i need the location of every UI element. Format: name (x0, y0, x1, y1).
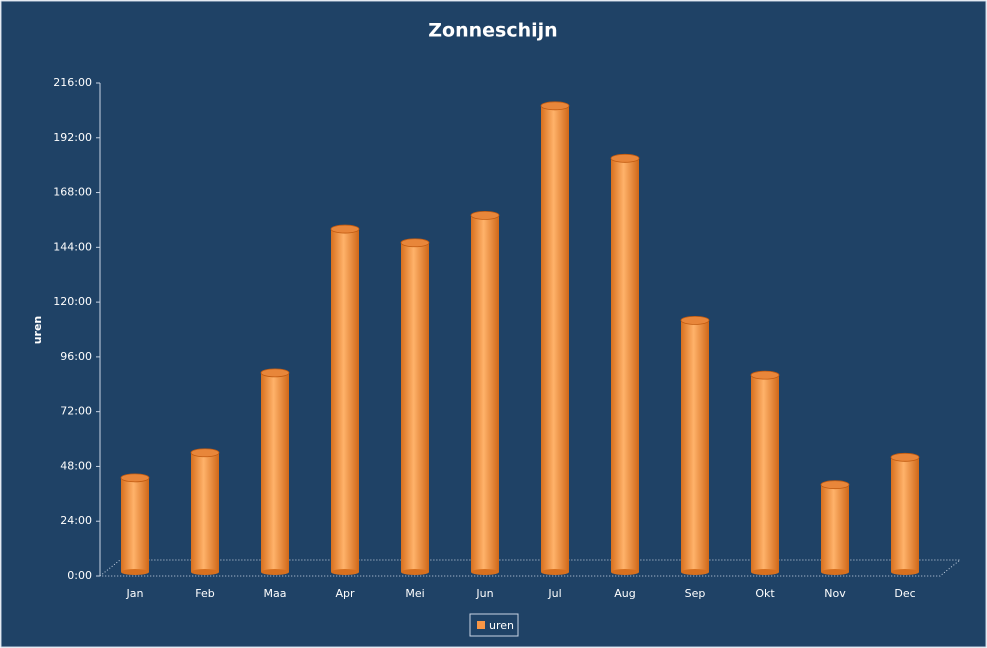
x-tick-label: Okt (755, 587, 775, 600)
bar (541, 105, 569, 573)
bar-cap (610, 153, 640, 163)
y-tick-label: 72:00 (60, 405, 92, 418)
bar (751, 375, 779, 572)
bar (121, 477, 149, 572)
bar-base (121, 569, 149, 575)
bar-cap (260, 368, 290, 378)
x-tick-label: Jan (126, 587, 144, 600)
x-tick-label: Jul (547, 587, 561, 600)
bar-base (331, 569, 359, 575)
bar-base (821, 569, 849, 575)
y-tick-label: 120:00 (53, 295, 92, 308)
bar (611, 158, 639, 572)
x-tick-label: Apr (335, 587, 355, 600)
bar (891, 457, 919, 572)
legend-label: uren (489, 619, 514, 632)
bar-cap (680, 315, 710, 325)
legend-swatch (477, 621, 485, 629)
y-axis-title: uren (31, 316, 44, 345)
bar-base (261, 569, 289, 575)
legend (469, 613, 519, 637)
bar (261, 372, 289, 572)
y-tick-label: 144:00 (53, 240, 92, 253)
y-tick-label: 0:00 (67, 569, 92, 582)
bar-base (681, 569, 709, 575)
bar-cap (120, 473, 150, 483)
y-tick-label: 168:00 (53, 186, 92, 199)
bar-cap (750, 370, 780, 380)
bar-base (401, 569, 429, 575)
x-tick-label: Sep (685, 587, 706, 600)
bar-base (611, 569, 639, 575)
x-tick-label: Aug (614, 587, 635, 600)
x-tick-label: Dec (894, 587, 915, 600)
bar-base (891, 569, 919, 575)
bar-base (471, 569, 499, 575)
bar-cap (820, 480, 850, 490)
y-tick-label: 24:00 (60, 514, 92, 527)
bar-cap (470, 210, 500, 220)
bar-cap (400, 238, 430, 248)
y-tick-label: 192:00 (53, 131, 92, 144)
x-tick-label: Nov (824, 587, 846, 600)
bar (821, 484, 849, 572)
bar-base (191, 569, 219, 575)
x-tick-label: Feb (195, 587, 214, 600)
legend-box (469, 613, 519, 637)
x-tick-label: Maa (264, 587, 287, 600)
x-tick-label: Mei (405, 587, 424, 600)
bar (191, 452, 219, 572)
bar-base (751, 569, 779, 575)
y-tick-label: 216:00 (53, 76, 92, 89)
bar-cap (540, 101, 570, 111)
bar-cap (890, 452, 920, 462)
chart-title: Zonneschijn (428, 20, 557, 42)
bar (681, 320, 709, 572)
y-tick-label: 48:00 (60, 459, 92, 472)
bar (401, 242, 429, 572)
x-tick-label: Jun (475, 587, 493, 600)
bar-cap (330, 224, 360, 234)
y-tick-label: 96:00 (60, 350, 92, 363)
bar-cap (190, 448, 220, 458)
bar (331, 229, 359, 572)
bar-base (541, 569, 569, 575)
bar (471, 215, 499, 572)
